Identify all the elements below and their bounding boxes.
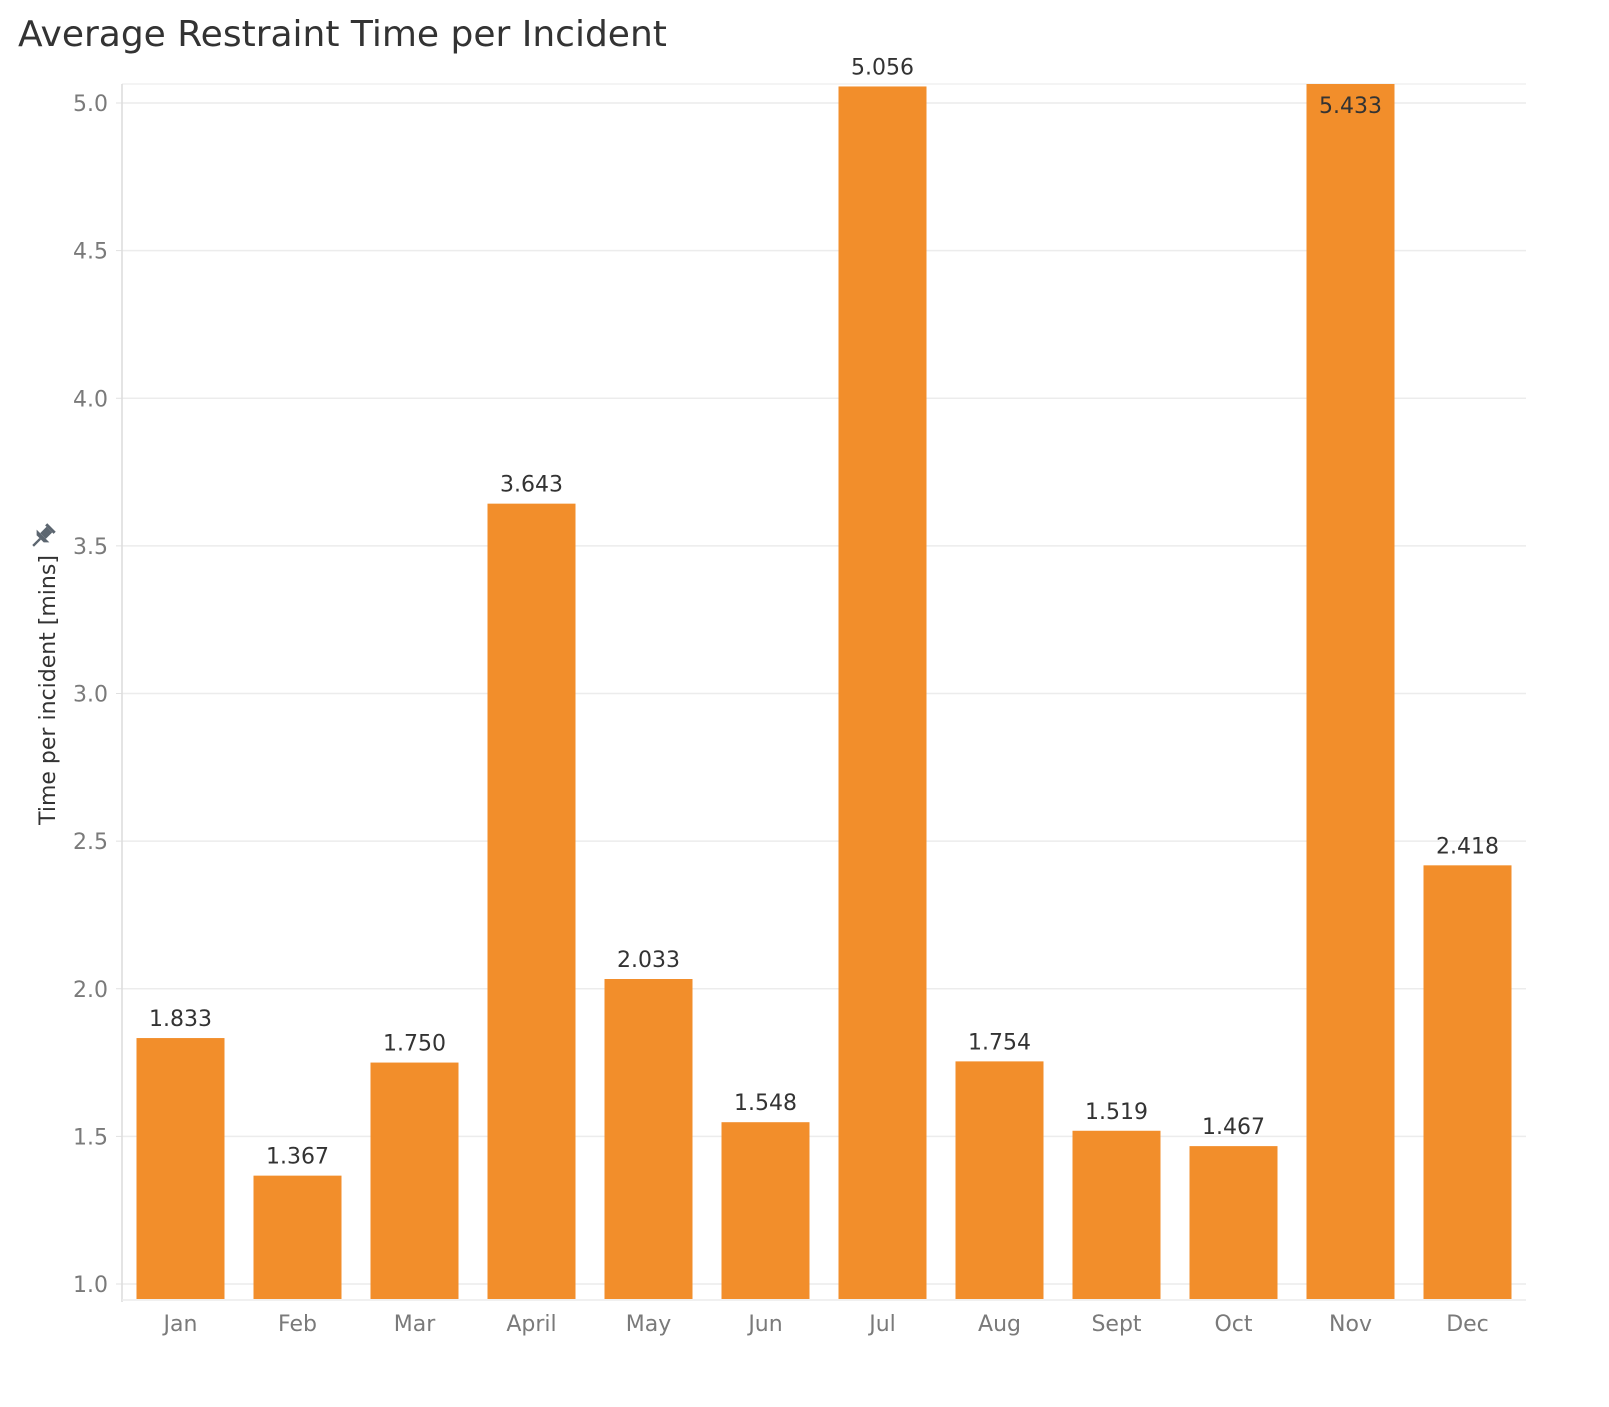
x-category-label: Jun bbox=[746, 1312, 782, 1337]
bar-aug[interactable] bbox=[955, 1061, 1044, 1299]
x-category-label: Feb bbox=[278, 1312, 317, 1337]
bar-jul[interactable] bbox=[838, 86, 927, 1299]
data-labels: 1.833 1.367 1.750 3.643 2.033 1.548 5.056 1.754… bbox=[149, 55, 1499, 1169]
data-label-dec: 2.418 bbox=[1436, 834, 1499, 859]
data-label-may: 2.033 bbox=[617, 948, 680, 973]
bars bbox=[136, 84, 1512, 1299]
pin-icon[interactable] bbox=[27, 521, 58, 552]
y-tick-label: 4.5 bbox=[73, 240, 108, 265]
y-tick-label: 2.0 bbox=[73, 978, 108, 1003]
y-axis-title: Time per incident [mins] bbox=[36, 555, 61, 826]
bar-april[interactable] bbox=[487, 503, 576, 1299]
data-label-aug: 1.754 bbox=[968, 1030, 1031, 1055]
y-axis-title-group: Time per incident [mins] bbox=[27, 521, 61, 826]
x-category-label: Jul bbox=[867, 1312, 896, 1337]
bar-may[interactable] bbox=[604, 979, 693, 1299]
y-tick-label: 5.0 bbox=[73, 92, 108, 117]
bar-jun[interactable] bbox=[721, 1122, 810, 1299]
bar-mar[interactable] bbox=[370, 1062, 459, 1299]
data-label-april: 3.643 bbox=[500, 473, 563, 498]
y-tick-label: 3.5 bbox=[73, 535, 108, 560]
y-tick-label: 2.5 bbox=[73, 830, 108, 855]
gridlines bbox=[116, 83, 1526, 1302]
data-label-jun: 1.548 bbox=[734, 1091, 797, 1116]
x-category-label: Nov bbox=[1329, 1312, 1372, 1337]
data-label-feb: 1.367 bbox=[266, 1145, 329, 1170]
data-label-oct: 1.467 bbox=[1202, 1115, 1265, 1140]
y-tick-label: 1.0 bbox=[73, 1273, 108, 1298]
bar-feb[interactable] bbox=[253, 1175, 342, 1299]
x-category-label: Dec bbox=[1446, 1312, 1489, 1337]
bar-nov[interactable] bbox=[1306, 84, 1395, 1299]
data-label-jan: 1.833 bbox=[149, 1007, 212, 1032]
data-label-mar: 1.750 bbox=[383, 1032, 446, 1057]
data-label-sept: 1.519 bbox=[1085, 1100, 1148, 1125]
chart-title: Average Restraint Time per Incident bbox=[18, 14, 667, 55]
x-category-label: Jan bbox=[162, 1312, 198, 1337]
data-label-nov: 5.433 bbox=[1319, 94, 1382, 119]
x-category-label: Oct bbox=[1214, 1312, 1252, 1337]
bar-jan[interactable] bbox=[136, 1038, 225, 1299]
x-category-label: Sept bbox=[1091, 1312, 1141, 1337]
x-category-label: Mar bbox=[394, 1312, 436, 1337]
y-axis-ticks: 1.0 1.5 2.0 2.5 3.0 3.5 4.0 4.5 5.0 bbox=[73, 92, 108, 1298]
y-tick-label: 3.0 bbox=[73, 683, 108, 708]
x-axis-categories: Jan Feb Mar April May Jun Jul Aug Sept Oct Nov Dec bbox=[162, 1312, 1489, 1337]
y-tick-label: 4.0 bbox=[73, 387, 108, 412]
x-category-label: Aug bbox=[978, 1312, 1021, 1337]
y-tick-label: 1.5 bbox=[73, 1125, 108, 1150]
bar-sept[interactable] bbox=[1072, 1130, 1161, 1299]
bar-dec[interactable] bbox=[1423, 865, 1512, 1299]
x-category-label: May bbox=[626, 1312, 671, 1337]
x-category-label: April bbox=[506, 1312, 556, 1337]
bar-oct[interactable] bbox=[1189, 1146, 1278, 1299]
data-label-jul: 5.056 bbox=[851, 55, 914, 80]
